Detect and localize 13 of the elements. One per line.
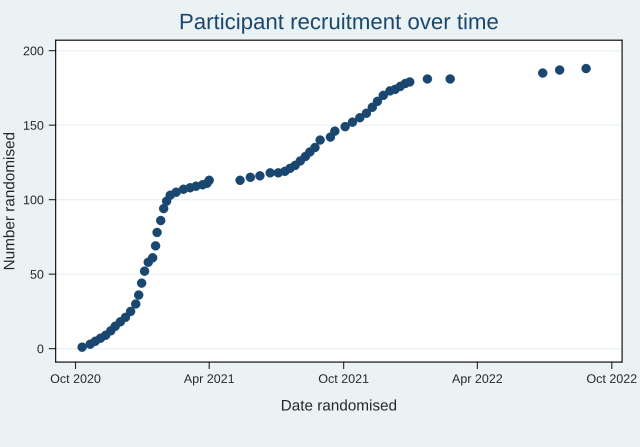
x-tick-label: Apr 2022 xyxy=(452,374,502,386)
y-tick-label: 0 xyxy=(37,344,44,354)
x-tick-label: Apr 2021 xyxy=(184,374,234,386)
x-axis-title: Date randomised xyxy=(282,399,396,411)
x-tick-label: Oct 2020 xyxy=(50,374,100,384)
x-tick-label: Oct 2022 xyxy=(587,374,637,384)
y-tick-label: 200 xyxy=(24,46,44,56)
y-axis-title: Number randomised xyxy=(3,132,14,270)
y-tick-label: 150 xyxy=(24,120,44,130)
x-tick-label: Oct 2021 xyxy=(318,374,368,384)
chart-title: Participant recruitment over time xyxy=(180,13,498,34)
y-tick-label: 50 xyxy=(30,270,44,279)
y-tick-label: 100 xyxy=(24,195,44,204)
